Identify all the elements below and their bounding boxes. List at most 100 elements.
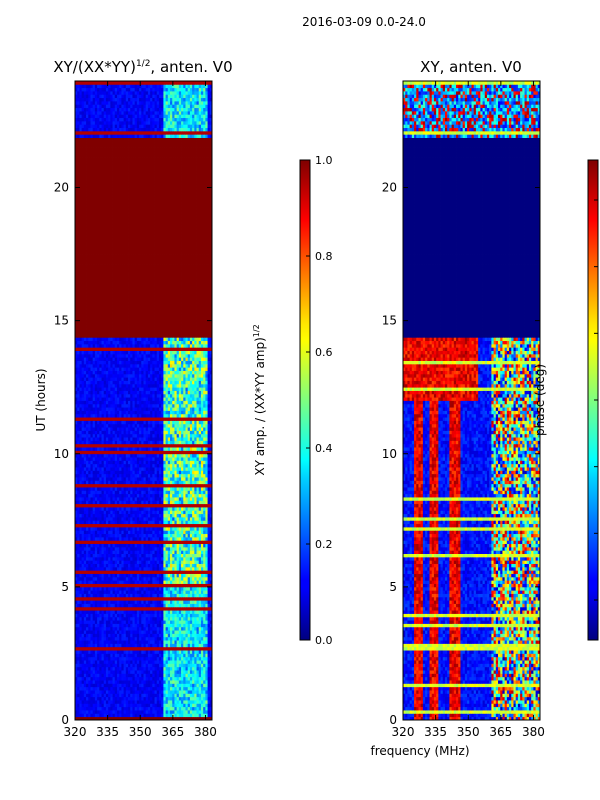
amplitude-heatmap-cell xyxy=(90,633,94,638)
amplitude-heatmap-cell xyxy=(139,477,142,481)
amplitude-heatmap-cell xyxy=(200,570,204,574)
amplitude-heatmap-cell xyxy=(121,696,125,701)
amplitude-heatmap-cell xyxy=(187,603,191,608)
amplitude-heatmap-cell xyxy=(189,507,193,511)
amplitude-heatmap-cell xyxy=(209,457,212,461)
amplitude-heatmap-cell xyxy=(130,693,133,698)
amplitude-heatmap-cell xyxy=(165,560,169,564)
amplitude-heatmap-cell xyxy=(94,716,98,720)
amplitude-heatmap-cell xyxy=(181,560,184,564)
amplitude-heatmap-cell xyxy=(203,467,206,471)
amplitude-heatmap-cell xyxy=(116,497,120,501)
amplitude-heatmap-cell xyxy=(156,716,160,720)
amplitude-heatmap-cell xyxy=(130,516,133,521)
amplitude-heatmap-cell xyxy=(108,646,111,651)
amplitude-heatmap-cell xyxy=(116,710,120,714)
amplitude-heatmap-cell xyxy=(178,660,182,664)
amplitude-heatmap-cell xyxy=(194,510,197,515)
amplitude-heatmap-cell xyxy=(108,610,111,614)
amplitude-heatmap-cell xyxy=(198,457,202,461)
amplitude-heatmap-cell xyxy=(134,540,138,545)
amplitude-heatmap-cell xyxy=(110,493,113,498)
amplitude-heatmap-cell xyxy=(170,710,173,714)
amplitude-heatmap-cell xyxy=(101,526,105,531)
amplitude-heatmap-cell xyxy=(130,500,133,505)
amplitude-heatmap-cell xyxy=(178,503,182,508)
amplitude-heatmap-cell xyxy=(75,463,78,468)
amplitude-heatmap-cell xyxy=(88,526,91,531)
amplitude-heatmap-cell xyxy=(158,606,162,611)
amplitude-heatmap-cell xyxy=(99,546,102,551)
amplitude-heatmap-cell xyxy=(198,716,202,720)
amplitude-heatmap-cell xyxy=(121,520,125,525)
amplitude-heatmap-cell xyxy=(170,546,173,551)
amplitude-heatmap-cell xyxy=(207,460,211,465)
amplitude-heatmap-cell xyxy=(134,623,138,628)
amplitude-heatmap-cell xyxy=(83,516,87,521)
amplitude-heatmap-cell xyxy=(112,556,116,561)
amplitude-heatmap-cell xyxy=(145,553,149,558)
amplitude-heatmap-cell xyxy=(97,660,100,664)
amplitude-heatmap-cell xyxy=(203,633,206,638)
amplitude-heatmap-cell xyxy=(156,606,160,611)
amplitude-heatmap-cell xyxy=(161,663,164,668)
amplitude-heatmap-cell xyxy=(176,710,180,714)
amplitude-heatmap-cell xyxy=(114,516,118,521)
amplitude-heatmap-cell xyxy=(165,626,169,631)
amplitude-heatmap-cell xyxy=(209,480,212,485)
amplitude-heatmap-cell xyxy=(121,673,125,678)
amplitude-heatmap-cell xyxy=(200,656,204,661)
amplitude-heatmap-cell xyxy=(88,507,91,511)
amplitude-heatmap-cell xyxy=(158,566,162,571)
amplitude-heatmap-cell xyxy=(94,700,98,704)
amplitude-heatmap-cell xyxy=(209,616,212,621)
amplitude-heatmap-cell xyxy=(205,546,208,551)
amplitude-heatmap-cell xyxy=(92,523,96,528)
amplitude-heatmap-cell xyxy=(79,586,83,591)
amplitude-heatmap-cell xyxy=(88,460,91,465)
amplitude-heatmap-cell xyxy=(161,546,164,551)
amplitude-heatmap-cell xyxy=(108,670,111,674)
amplitude-heatmap-cell xyxy=(88,686,91,691)
amplitude-heatmap-cell xyxy=(189,716,193,720)
amplitude-heatmap-cell xyxy=(150,467,153,471)
amplitude-heatmap-cell xyxy=(110,576,113,581)
amplitude-heatmap-cell xyxy=(209,663,212,668)
amplitude-heatmap-cell xyxy=(123,463,127,468)
amplitude-heatmap-cell xyxy=(209,460,212,465)
amplitude-heatmap-cell xyxy=(99,553,102,558)
amplitude-heatmap-cell xyxy=(75,700,78,704)
amplitude-heatmap-cell xyxy=(209,500,212,505)
amplitude-heatmap-cell xyxy=(94,666,98,671)
amplitude-heatmap-cell xyxy=(94,460,98,465)
amplitude-heatmap-cell xyxy=(161,700,164,704)
amplitude-heatmap-cell xyxy=(196,713,200,718)
amplitude-heatmap-cell xyxy=(112,450,116,455)
amplitude-heatmap-cell xyxy=(119,460,122,465)
amplitude-heatmap-cell xyxy=(200,550,204,554)
amplitude-heatmap-cell xyxy=(143,583,147,588)
amplitude-heatmap-cell xyxy=(101,710,105,714)
amplitude-heatmap-cell xyxy=(161,690,164,694)
amplitude-heatmap-cell xyxy=(81,616,85,621)
amplitude-heatmap-cell xyxy=(90,450,94,455)
amplitude-heatmap-cell xyxy=(81,523,85,528)
amplitude-heatmap-cell xyxy=(174,463,178,468)
amplitude-heatmap-cell xyxy=(90,690,94,694)
amplitude-heatmap-cell xyxy=(194,646,197,651)
amplitude-heatmap-cell xyxy=(112,560,116,564)
amplitude-heatmap-cell xyxy=(154,473,158,478)
amplitude-heatmap-cell xyxy=(147,523,151,528)
amplitude-heatmap-cell xyxy=(110,660,113,664)
amplitude-heatmap-cell xyxy=(187,626,191,631)
amplitude-heatmap-cell xyxy=(75,590,78,594)
amplitude-heatmap-cell xyxy=(165,646,169,651)
amplitude-heatmap-cell xyxy=(147,703,151,708)
amplitude-heatmap-cell xyxy=(119,706,122,711)
amplitude-heatmap-cell xyxy=(141,533,144,538)
amplitude-heatmap-cell xyxy=(112,516,116,521)
amplitude-heatmap-cell xyxy=(105,710,109,714)
amplitude-heatmap-cell xyxy=(75,610,78,614)
amplitude-heatmap-cell xyxy=(123,640,127,644)
amplitude-heatmap-cell xyxy=(134,513,138,518)
